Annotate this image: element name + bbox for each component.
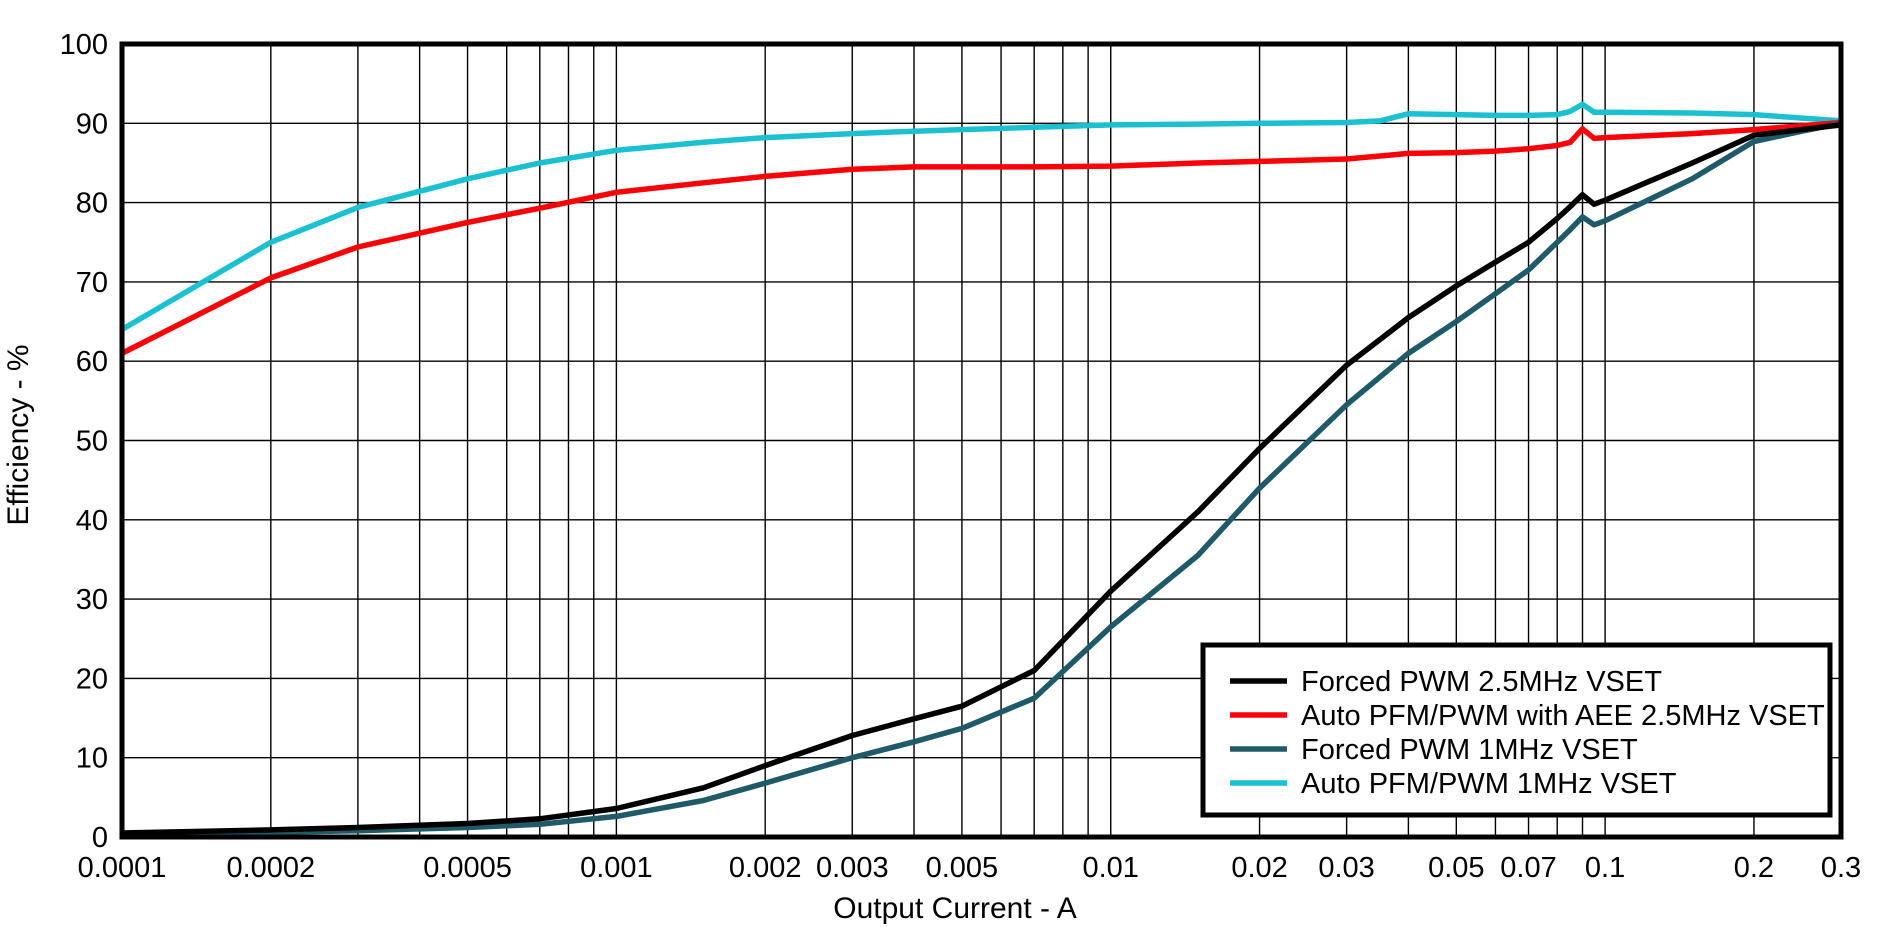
- y-tick-label: 50: [76, 426, 108, 458]
- legend-label: Auto PFM/PWM with AEE 2.5MHz VSET: [1301, 700, 1825, 732]
- x-tick-label: 0.005: [926, 852, 999, 884]
- y-tick-label: 10: [76, 743, 108, 775]
- curve-auto-pfm-pwm-with-aee-2-5mhz-vset: [120, 119, 1842, 356]
- x-tick-label: 0.01: [1082, 852, 1138, 884]
- y-axis-title: Efficiency - %: [2, 344, 35, 525]
- plot-border: [119, 41, 1844, 840]
- y-tick-label: 40: [76, 505, 108, 537]
- curve-auto-pfm-pwm-1mhz-vset: [120, 101, 1842, 332]
- x-tick-label: 0.3: [1821, 852, 1861, 884]
- x-tick-label: 0.003: [816, 852, 889, 884]
- y-tick-label: 90: [76, 108, 108, 140]
- y-tick-label: 60: [76, 346, 108, 378]
- curve-forced-pwm-2-5mhz-vset: [121, 122, 1842, 836]
- x-tick-label: 0.03: [1318, 852, 1374, 884]
- x-tick-label: 0.05: [1428, 852, 1484, 884]
- x-tick-label: 0.001: [580, 852, 653, 884]
- x-axis-ticks: 0.0001 0.0002 0.0005 0.001 0.002 0.003 0.005 0.…: [78, 852, 1862, 884]
- y-tick-label: 70: [76, 267, 108, 299]
- legend-box: [1200, 642, 1833, 818]
- legend-entry: Auto PFM/PWM 1MHz VSET: [1230, 768, 1677, 800]
- curve-forced-pwm-1mhz-vset: [121, 120, 1842, 838]
- y-axis-ticks: 0 10 20 30 40 50 60 70 80 90 100: [60, 29, 108, 854]
- y-tick-label: 100: [60, 29, 108, 61]
- legend-entry: Auto PFM/PWM with AEE 2.5MHz VSET: [1230, 700, 1825, 732]
- legend-entry: Forced PWM 1MHz VSET: [1230, 734, 1638, 766]
- legend-label: Forced PWM 1MHz VSET: [1301, 734, 1638, 766]
- x-tick-label: 0.1: [1585, 852, 1625, 884]
- legend-label: Auto PFM/PWM 1MHz VSET: [1301, 768, 1677, 800]
- x-tick-label: 0.0001: [78, 852, 167, 884]
- x-tick-label: 0.02: [1231, 852, 1287, 884]
- x-tick-label: 0.0005: [423, 852, 512, 884]
- curves: [120, 101, 1842, 838]
- x-axis-title: Output Current - A: [833, 892, 1076, 925]
- y-tick-label: 20: [76, 663, 108, 695]
- legend-label: Forced PWM 2.5MHz VSET: [1301, 666, 1662, 698]
- y-tick-label: 30: [76, 584, 108, 616]
- x-tick-label: 0.07: [1500, 852, 1556, 884]
- y-tick-label: 80: [76, 188, 108, 220]
- y-tick-label: 0: [92, 822, 108, 854]
- legend-entry: Forced PWM 2.5MHz VSET: [1230, 666, 1662, 698]
- x-tick-label: 0.002: [729, 852, 802, 884]
- x-tick-label: 0.2: [1734, 852, 1774, 884]
- x-tick-label: 0.0002: [226, 852, 315, 884]
